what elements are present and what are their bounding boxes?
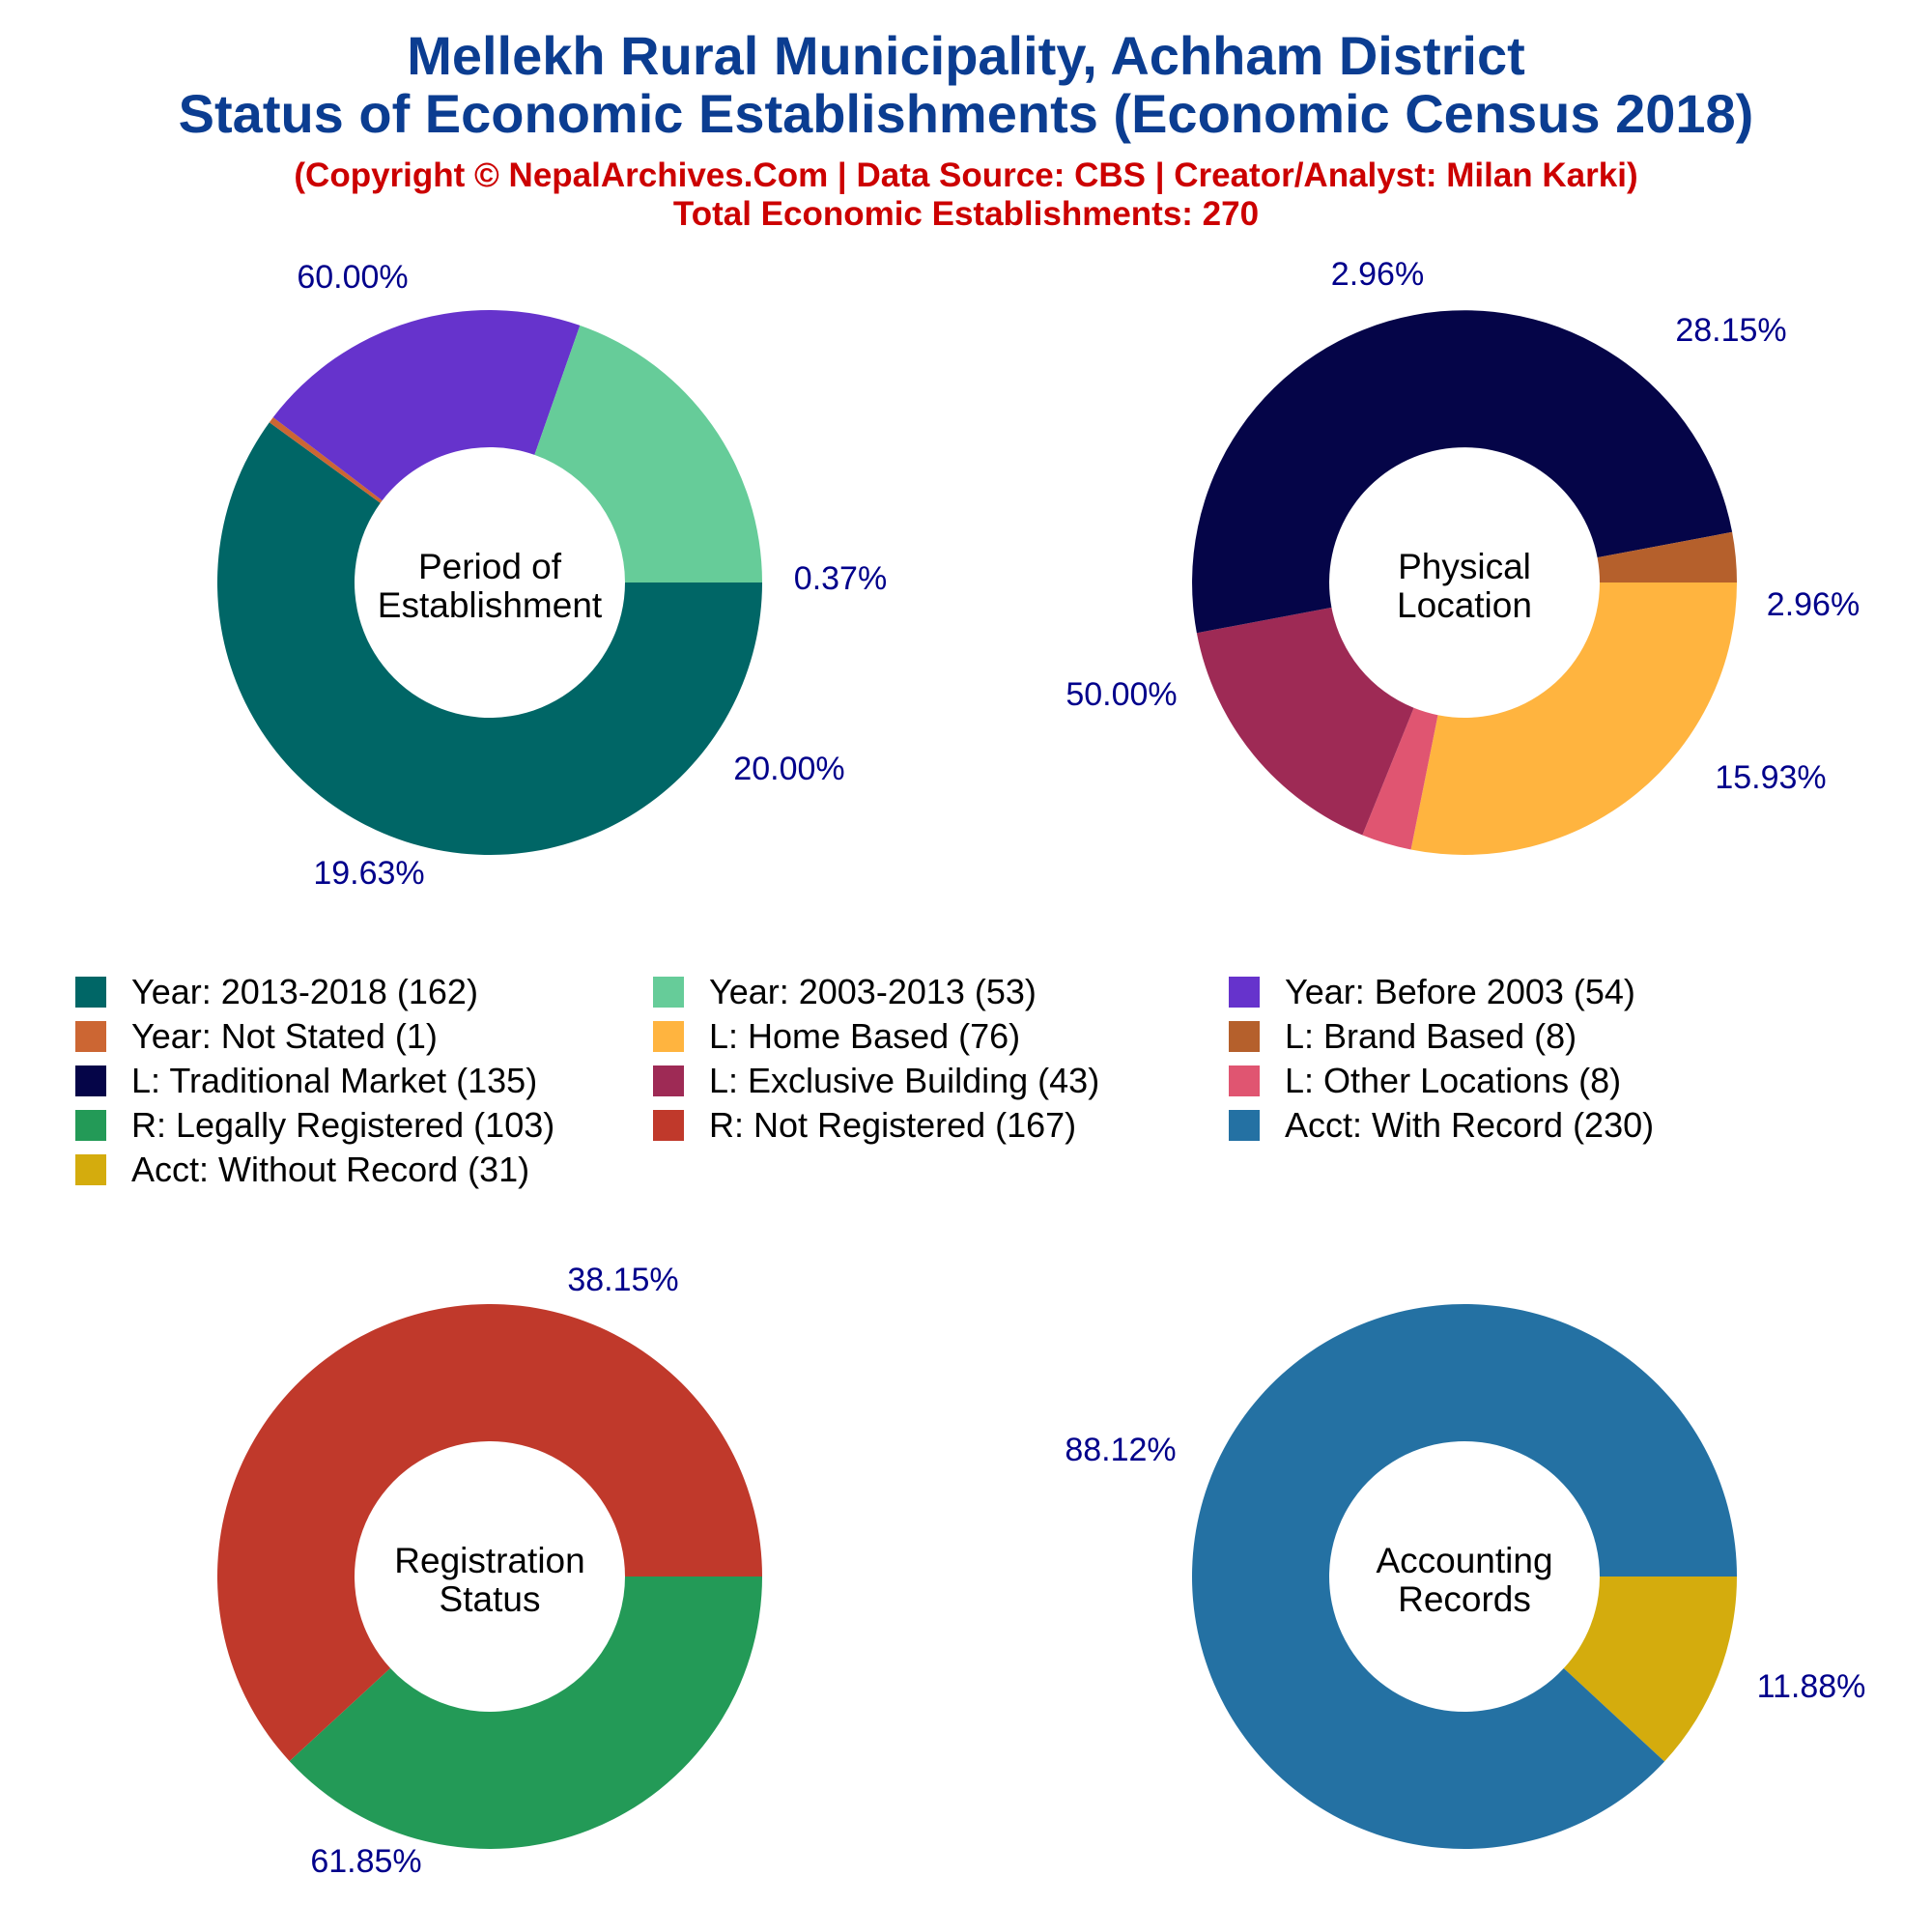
legend-label: L: Traditional Market (135) (131, 1061, 538, 1100)
slice-percent-label: 20.00% (733, 751, 844, 787)
slice-percent-label: 28.15% (1675, 312, 1786, 349)
slice-percent-label: 88.12% (1065, 1432, 1176, 1468)
legend-label: Year: Before 2003 (54) (1285, 972, 1635, 1011)
slice-percent-label: 19.63% (313, 855, 424, 892)
chart-title-line2: Status of Economic Establishments (Econo… (178, 83, 1754, 144)
legend-label: L: Brand Based (8) (1285, 1016, 1577, 1056)
legend-label: Year: Not Stated (1) (131, 1016, 438, 1056)
legend-swatch (75, 1065, 106, 1096)
legend-swatch (75, 977, 106, 1008)
donut-slice (1362, 707, 1438, 850)
donut-center-label: Establishment (378, 585, 603, 625)
legend-item: L: Traditional Market (135) (75, 1060, 537, 1102)
legend-swatch (653, 1021, 684, 1052)
legend-label: Year: 2013-2018 (162) (131, 972, 478, 1011)
legend-item: L: Home Based (76) (653, 1015, 1020, 1058)
legend-label: Acct: With Record (230) (1285, 1105, 1655, 1145)
legend-swatch (1229, 977, 1260, 1008)
legend-swatch (75, 1154, 106, 1185)
legend-item: R: Not Registered (167) (653, 1104, 1076, 1147)
donut-center-label: Period of (418, 547, 562, 586)
donut-center-label: Records (1398, 1579, 1531, 1619)
donut-center-label: Accounting (1376, 1541, 1552, 1580)
slice-percent-label: 11.88% (1757, 1668, 1866, 1705)
legend-label: L: Home Based (76) (709, 1016, 1021, 1056)
slice-percent-label: 50.00% (1065, 676, 1177, 713)
donut-slice (289, 1577, 762, 1849)
legend-item: Acct: With Record (230) (1229, 1104, 1654, 1147)
legend-swatch (653, 1110, 684, 1141)
legend-label: Year: 2003-2013 (53) (709, 972, 1037, 1011)
legend-label: R: Legally Registered (103) (131, 1105, 555, 1145)
legend-item: Year: 2003-2013 (53) (653, 971, 1037, 1013)
legend-item: L: Other Locations (8) (1229, 1060, 1621, 1102)
donut-center-label: Status (440, 1579, 541, 1619)
legend-swatch (1229, 1110, 1260, 1141)
donut-slice (1192, 310, 1733, 634)
legend-swatch (1229, 1021, 1260, 1052)
donut-slice (1192, 1304, 1737, 1850)
slice-percent-label: 61.85% (310, 1843, 421, 1880)
legend-swatch (653, 977, 684, 1008)
donut-slice (269, 416, 383, 503)
legend-label: Acct: Without Record (31) (131, 1150, 530, 1189)
slice-percent-label: 15.93% (1715, 759, 1826, 796)
legend-label: L: Exclusive Building (43) (709, 1061, 1100, 1100)
donut-slice (1597, 531, 1737, 582)
donut-slice (534, 325, 762, 582)
legend-item: R: Legally Registered (103) (75, 1104, 554, 1147)
donut-slice (1410, 582, 1738, 855)
legend-item: Acct: Without Record (31) (75, 1149, 529, 1191)
donut-slice (216, 1303, 762, 1762)
legend-swatch (75, 1021, 106, 1052)
legend-label: R: Not Registered (167) (709, 1105, 1077, 1145)
donut-center-label: Registration (394, 1541, 584, 1580)
legend-item: L: Brand Based (8) (1229, 1015, 1577, 1058)
legend-swatch (75, 1110, 106, 1141)
legend-label: L: Other Locations (8) (1285, 1061, 1622, 1100)
slice-percent-label: 38.15% (567, 1262, 678, 1298)
chart-subtitle-copyright: (Copyright © NepalArchives.Com | Data So… (294, 156, 1638, 194)
legend-item: Year: Not Stated (1) (75, 1015, 438, 1058)
legend-item: Year: 2013-2018 (162) (75, 971, 478, 1013)
slice-percent-label: 2.96% (1331, 256, 1424, 293)
chart-title-line1: Mellekh Rural Municipality, Achham Distr… (407, 25, 1525, 86)
donut-slice (1196, 607, 1414, 836)
legend-swatch (653, 1065, 684, 1096)
slice-percent-label: 60.00% (297, 259, 408, 296)
slice-percent-label: 0.37% (794, 560, 887, 597)
donut-slice (272, 310, 581, 501)
legend-item: L: Exclusive Building (43) (653, 1060, 1099, 1102)
slice-percent-label: 2.96% (1767, 586, 1860, 623)
legend-swatch (1229, 1065, 1260, 1096)
donut-center-label: Physical (1398, 547, 1531, 586)
donut-slice (1563, 1577, 1737, 1762)
donut-slice (216, 422, 762, 856)
donut-center-label: Location (1397, 585, 1532, 625)
chart-subtitle-total: Total Economic Establishments: 270 (672, 195, 1260, 233)
legend-item: Year: Before 2003 (54) (1229, 971, 1635, 1013)
